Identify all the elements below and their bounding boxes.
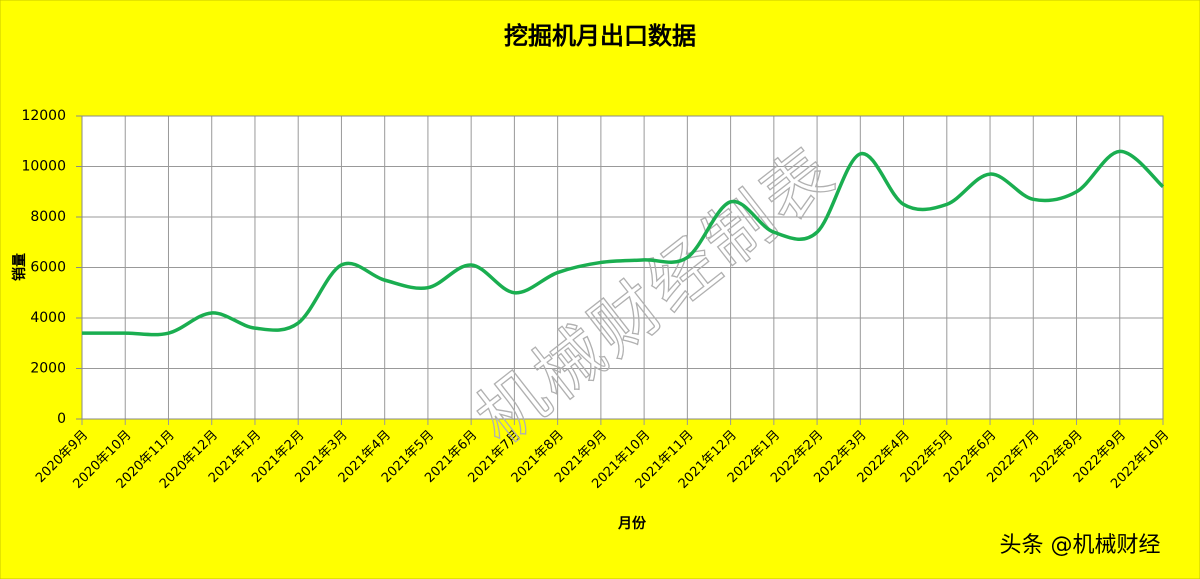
- chart-title: 挖掘机月出口数据: [504, 22, 696, 50]
- source: 头条 @机械财经: [1000, 533, 1161, 558]
- y-tick-label: 12000: [21, 108, 66, 124]
- plot-border: [81, 115, 1164, 420]
- y-axis-label: 销量: [11, 253, 28, 281]
- y-tick-label: 8000: [30, 209, 66, 225]
- y-tick-label: 10000: [21, 159, 66, 175]
- x-axis-label: 月份: [617, 515, 647, 532]
- line: [81, 149, 1165, 337]
- y-tick-label: 6000: [30, 260, 66, 276]
- y-tick-label: 2000: [30, 361, 66, 377]
- y-tick-label: 0: [57, 411, 66, 427]
- y-tick-label: 4000: [30, 310, 66, 326]
